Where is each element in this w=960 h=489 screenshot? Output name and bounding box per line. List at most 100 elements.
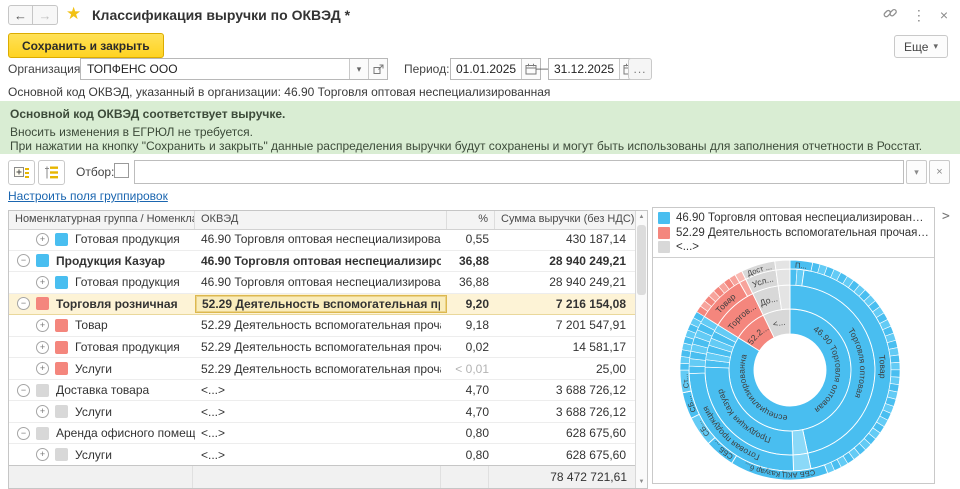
column-header-okved[interactable]: ОКВЭД	[195, 211, 447, 229]
row-sum: 430 187,14	[495, 232, 635, 246]
tree-toggle-icon[interactable]: +	[36, 276, 49, 289]
table-row[interactable]: + Услуги <...> 4,70 3 688 726,12	[9, 401, 636, 423]
table-row[interactable]: + Услуги 52.29 Деятельность вспомогатель…	[9, 358, 636, 380]
tree-toggle-icon[interactable]: +	[36, 405, 49, 418]
sunburst-chart: 46.90 Торговля оптоваянеспециализированн…	[653, 258, 934, 483]
organization-combo[interactable]: ТОПФЕНС ООО ▾	[80, 58, 388, 80]
row-okved: <...>	[195, 401, 447, 422]
banner-line1: Вносить изменения в ЕГРЮЛ не требуется.	[10, 125, 950, 139]
row-name: Готовая продукция	[75, 340, 180, 354]
row-name: Торговля розничная	[56, 297, 178, 311]
tree-toggle-icon[interactable]: +	[36, 448, 49, 461]
row-sum: 28 940 249,21	[495, 254, 635, 268]
sunburst-segment[interactable]	[793, 453, 811, 471]
back-button[interactable]: ←	[8, 5, 33, 25]
expand-groups-button[interactable]	[8, 160, 35, 185]
period-dash: —	[536, 61, 548, 75]
sunburst-segment[interactable]	[775, 260, 790, 270]
table-row[interactable]: − Доставка товара <...> 4,70 3 688 726,1…	[9, 380, 636, 402]
organization-dropdown-button[interactable]: ▾	[349, 59, 368, 79]
sunburst-segment[interactable]	[890, 355, 900, 363]
save-and-close-button[interactable]: Сохранить и закрыть	[8, 33, 164, 58]
tree-toggle-icon[interactable]: −	[17, 427, 30, 440]
legend-label: <...>	[676, 241, 699, 253]
scroll-up-icon[interactable]: ▲	[636, 214, 647, 220]
category-color-chip	[36, 297, 49, 310]
table-body: + Готовая продукция 46.90 Торговля оптов…	[9, 229, 636, 466]
scroll-down-icon[interactable]: ▼	[636, 479, 647, 485]
tree-toggle-icon[interactable]: +	[36, 362, 49, 375]
row-okved: 46.90 Торговля оптовая неспециализирован…	[195, 272, 447, 293]
sunburst-segment-label: Товар	[877, 354, 888, 379]
row-sum: 7 216 154,08	[495, 297, 635, 311]
forward-button[interactable]: →	[33, 5, 58, 25]
table-scrollbar[interactable]: ▲ ▼	[635, 211, 647, 488]
legend-item[interactable]: 46.90 Торговля оптовая неспециализирован…	[658, 211, 929, 226]
organization-open-button[interactable]	[368, 59, 387, 79]
row-name: Готовая продукция	[75, 232, 180, 246]
kebab-menu-icon[interactable]: ⋮	[912, 8, 926, 22]
legend-color-chip	[658, 241, 670, 253]
filter-input[interactable]	[134, 160, 904, 184]
sunburst-segment[interactable]	[689, 366, 705, 373]
forward-icon: →	[39, 8, 52, 23]
chevron-right-icon[interactable]: >	[942, 209, 950, 224]
row-sum: 7 201 547,91	[495, 318, 635, 332]
period-to-field[interactable]	[548, 58, 639, 80]
sunburst-segment[interactable]	[680, 363, 689, 370]
tree-toggle-icon[interactable]: −	[17, 254, 30, 267]
row-percent: 9,18	[447, 318, 495, 332]
table-row[interactable]: − Аренда офисного помещения <...> 0,80 6…	[9, 423, 636, 445]
period-from-field[interactable]	[450, 58, 541, 80]
legend-item[interactable]: <...>	[658, 240, 929, 255]
category-color-chip	[36, 384, 49, 397]
chevron-down-icon: ▾	[357, 64, 362, 75]
sunburst-segment[interactable]	[891, 370, 900, 377]
column-header-percent[interactable]: %	[447, 211, 495, 229]
table-row[interactable]: + Товар 52.29 Деятельность вспомогательн…	[9, 315, 636, 337]
column-header-group[interactable]: Номенклатурная группа / Номенклатура	[9, 211, 195, 229]
filter-clear-button[interactable]: ×	[929, 160, 950, 184]
period-variants-button[interactable]: ...	[628, 58, 652, 80]
close-icon[interactable]: ×	[940, 8, 948, 22]
row-percent: 36,88	[447, 275, 495, 289]
row-okved: 52.29 Деятельность вспомогательная проча…	[195, 337, 447, 358]
configure-groupings-link[interactable]: Настроить поля группировок	[8, 189, 168, 203]
tree-toggle-icon[interactable]: +	[36, 319, 49, 332]
category-color-chip	[55, 233, 68, 246]
tree-toggle-icon[interactable]: +	[36, 233, 49, 246]
more-button[interactable]: Еще ▾	[894, 35, 948, 58]
table-row[interactable]: + Готовая продукция 52.29 Деятельность в…	[9, 337, 636, 359]
organization-label: Организация:	[8, 62, 84, 76]
period-to-input[interactable]	[549, 59, 619, 79]
table-row[interactable]: + Готовая продукция 46.90 Торговля оптов…	[9, 272, 636, 294]
page-title: Классификация выручки по ОКВЭД *	[92, 7, 350, 23]
row-sum: 628 675,60	[495, 426, 635, 440]
period-from-input[interactable]	[451, 59, 521, 79]
table-row[interactable]: + Готовая продукция 46.90 Торговля оптов…	[9, 229, 636, 251]
link-icon[interactable]	[883, 6, 898, 23]
sunburst-segment[interactable]	[891, 362, 900, 369]
row-name: Услуги	[75, 405, 112, 419]
scrollbar-thumb[interactable]	[637, 225, 646, 295]
row-sum: 3 688 726,12	[495, 405, 635, 419]
legend-item[interactable]: 52.29 Деятельность вспомогательная проча…	[658, 226, 929, 241]
sunburst-segment[interactable]	[776, 269, 790, 286]
tree-toggle-icon[interactable]: −	[17, 297, 30, 310]
filter-dropdown-button[interactable]: ▾	[906, 160, 927, 184]
row-percent: 0,80	[447, 448, 495, 462]
tree-toggle-icon[interactable]: −	[17, 384, 30, 397]
tree-toggle-icon[interactable]: +	[36, 341, 49, 354]
row-sum: 628 675,60	[495, 448, 635, 462]
favorite-star-icon[interactable]: ★	[66, 4, 81, 24]
table-row[interactable]: + Услуги <...> 0,80 628 675,60	[9, 444, 636, 466]
row-percent: 4,70	[447, 405, 495, 419]
filter-checkbox[interactable]	[114, 163, 129, 178]
row-okved: <...>	[195, 444, 447, 465]
column-header-sum[interactable]: Сумма выручки (без НДС)	[495, 211, 635, 229]
table-row[interactable]: − Торговля розничная 52.29 Деятельность …	[9, 294, 636, 316]
table-row[interactable]: − Продукция Казуар 46.90 Торговля оптова…	[9, 251, 636, 273]
row-name: Продукция Казуар	[56, 254, 165, 268]
chart-panel: 46.90 Торговля оптовая неспециализирован…	[652, 207, 935, 484]
collapse-groups-button[interactable]	[38, 160, 65, 185]
